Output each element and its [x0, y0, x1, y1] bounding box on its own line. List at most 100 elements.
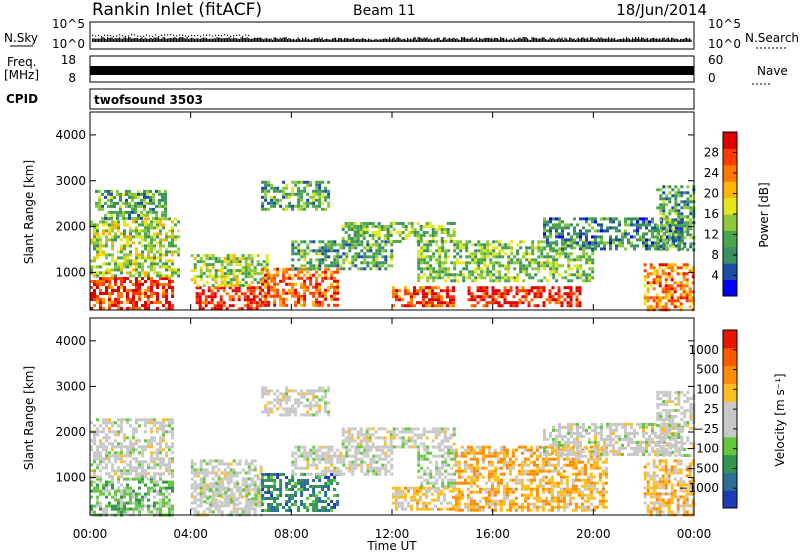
heatmap-cell [689, 212, 693, 216]
heatmap-cell [267, 407, 271, 411]
heatmap-cell [235, 278, 239, 282]
heatmap-cell [247, 510, 251, 514]
freq-panel: Freq. [MHz] 18 8 Nave 60 0 [4, 53, 788, 85]
heatmap-cell [498, 240, 502, 244]
heatmap-cell [333, 258, 337, 262]
heatmap-cell [162, 283, 165, 286]
heatmap-cell [223, 257, 227, 261]
heatmap-cell [315, 291, 319, 295]
heatmap-cell [150, 418, 153, 422]
heatmap-cell [546, 252, 550, 256]
heatmap-cell [306, 288, 310, 292]
nsky-point [354, 39, 356, 42]
heatmap-cell [99, 424, 102, 428]
heatmap-cell [294, 389, 298, 393]
heatmap-cell [630, 244, 633, 248]
heatmap-cell [105, 253, 108, 257]
heatmap-cell [104, 195, 107, 199]
heatmap-cell [273, 195, 277, 199]
heatmap-cell [129, 262, 132, 266]
heatmap-cell [578, 286, 582, 290]
heatmap-cell [223, 260, 227, 264]
heatmap-cell [567, 255, 571, 259]
heatmap-cell [199, 477, 203, 481]
heatmap-cell [288, 494, 292, 497]
heatmap-cell [235, 275, 239, 279]
heatmap-cell [609, 235, 612, 239]
heatmap-cell [164, 204, 167, 208]
heatmap-cell [162, 418, 165, 422]
heatmap-cell [144, 495, 147, 499]
nsky-point [681, 39, 683, 42]
heatmap-cell [93, 298, 96, 301]
heatmap-cell [168, 217, 171, 221]
heatmap-cell [162, 457, 165, 461]
heatmap-cell [102, 486, 105, 490]
nsky-point [447, 38, 449, 42]
heatmap-cell [147, 232, 150, 236]
heatmap-cell [253, 486, 257, 490]
heatmap-cell [594, 235, 597, 239]
heatmap-cell [585, 273, 589, 277]
heatmap-cell [165, 489, 168, 493]
heatmap-cell [552, 267, 556, 271]
heatmap-cell [208, 275, 212, 279]
heatmap-cell [168, 510, 171, 514]
heatmap-cell [120, 424, 123, 428]
heatmap-cell [99, 298, 102, 301]
heatmap-cell [264, 192, 268, 196]
heatmap-cell [297, 258, 301, 262]
heatmap-cell [324, 407, 328, 411]
heatmap-cell [144, 460, 147, 464]
heatmap-cell [135, 492, 138, 496]
heatmap-cell [138, 235, 141, 239]
heatmap-cell [235, 507, 239, 511]
heatmap-cell [483, 252, 487, 256]
heatmap-cell [428, 286, 431, 290]
heatmap-cell [360, 457, 364, 461]
heatmap-cell [569, 295, 573, 299]
nsky-point [660, 39, 662, 42]
heatmap-cell [138, 265, 141, 269]
nsky-point [498, 39, 500, 42]
heatmap-cell [241, 269, 245, 273]
heatmap-cell [477, 258, 481, 262]
heatmap-cell [110, 201, 113, 205]
heatmap-cell [486, 264, 490, 268]
heatmap-cell [356, 240, 360, 243]
heatmap-cell [129, 448, 132, 452]
heatmap-cell [96, 241, 99, 245]
heatmap-cell [211, 284, 215, 288]
heatmap-cell [171, 489, 174, 493]
nsky-point [459, 39, 461, 42]
heatmap-cell [211, 257, 215, 261]
heatmap-cell [90, 510, 93, 514]
heatmap-cell [564, 238, 567, 242]
nsky-point [308, 38, 310, 42]
heatmap-cell [486, 240, 490, 244]
heatmap-cell [679, 305, 683, 309]
heatmap-cell [500, 295, 504, 299]
heatmap-cell [138, 501, 141, 505]
heatmap-cell [216, 304, 220, 308]
nsky-point [341, 38, 343, 42]
cpid-panel: CPID twofsound 3503 [6, 88, 695, 110]
heatmap-cell [660, 226, 663, 230]
heatmap-cell [407, 289, 410, 293]
nsky-point [129, 37, 131, 42]
heatmap-cell [117, 226, 120, 230]
heatmap-cell [159, 472, 162, 476]
heatmap-cell [256, 263, 260, 267]
heatmap-cell [342, 261, 346, 265]
heatmap-cell [671, 221, 675, 225]
heatmap-cell [312, 491, 316, 494]
heatmap-cell [267, 485, 271, 488]
heatmap-cell [321, 457, 325, 461]
heatmap-cell [678, 238, 681, 242]
heatmap-cell [264, 183, 268, 187]
heatmap-cell [244, 281, 248, 285]
heatmap-cell [135, 439, 138, 443]
heatmap-cell [682, 275, 686, 279]
heatmap-cell [285, 410, 289, 414]
heatmap-cell [683, 242, 687, 246]
